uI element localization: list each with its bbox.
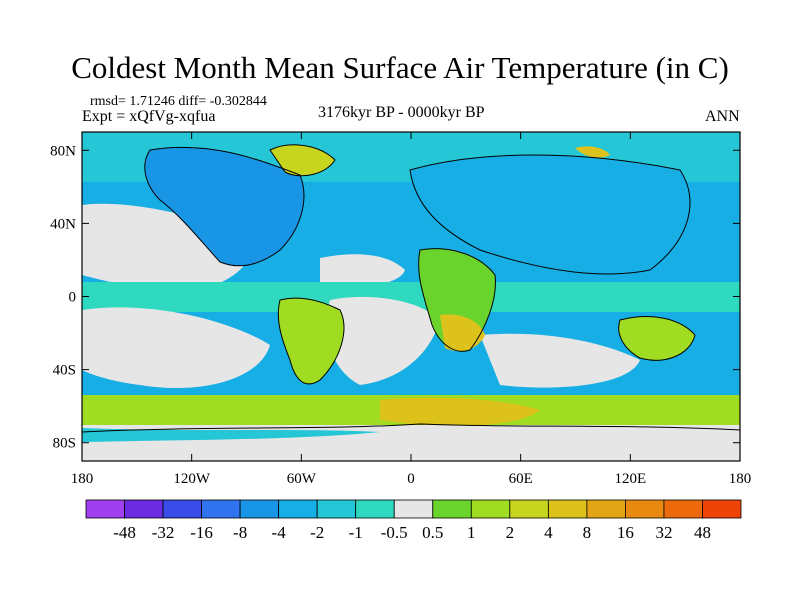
field-southern-warm-patch bbox=[380, 397, 540, 426]
lon-tick-label: 180 bbox=[729, 471, 752, 487]
colorbar-label: 2 bbox=[506, 523, 515, 542]
colorbar-swatch bbox=[625, 499, 665, 519]
colorbar-swatch bbox=[432, 499, 472, 519]
colorbar-label: -4 bbox=[272, 523, 287, 542]
stats-text: rmsd= 1.71246 diff= -0.302844 bbox=[90, 94, 267, 109]
field-siberia-warm bbox=[575, 146, 610, 158]
field-south-america bbox=[278, 298, 344, 384]
field-atlantic-neutral bbox=[320, 254, 405, 287]
lon-tick-label: 120W bbox=[173, 471, 211, 487]
colorbar-label: 48 bbox=[694, 523, 711, 542]
coastlines bbox=[82, 144, 740, 433]
colorbar-label: 16 bbox=[617, 523, 634, 542]
period-label: 3176kyr BP - 0000kyr BP bbox=[318, 104, 485, 121]
colorbar-swatch bbox=[201, 499, 241, 519]
lon-tick-label: 60W bbox=[287, 471, 317, 487]
colorbar-swatch bbox=[702, 499, 742, 519]
colorbar-label: -2 bbox=[310, 523, 324, 542]
latitude-axis: 80N 40N 0 40S 80S bbox=[50, 143, 740, 452]
temperature-field bbox=[82, 132, 740, 461]
colorbar-label: -8 bbox=[233, 523, 247, 542]
colorbar-label: 0.5 bbox=[422, 523, 443, 542]
colorbar-label: -1 bbox=[349, 523, 363, 542]
lon-tick-label: 120E bbox=[614, 471, 646, 487]
colorbar: -48 -32 -16 -8 -4 -2 -1 -0.5 0.5 1 2 4 8 16 32 48 bbox=[85, 499, 742, 542]
colorbar-swatch bbox=[85, 499, 125, 519]
lon-tick-label: 60E bbox=[509, 471, 533, 487]
lat-tick-label: 80S bbox=[53, 436, 76, 452]
colorbar-label: 32 bbox=[655, 523, 672, 542]
colorbar-swatch bbox=[470, 499, 511, 519]
colorbar-swatch bbox=[663, 499, 703, 519]
colorbar-swatch bbox=[162, 499, 202, 519]
colorbar-swatch bbox=[278, 499, 318, 519]
colorbar-label: 8 bbox=[583, 523, 592, 542]
lat-tick-label: 40N bbox=[50, 216, 76, 232]
colorbar-swatch bbox=[316, 499, 357, 519]
colorbar-label: -0.5 bbox=[381, 523, 408, 542]
colorbar-label: -48 bbox=[113, 523, 136, 542]
field-australia bbox=[618, 316, 695, 361]
field-south-atlantic-neutral bbox=[326, 296, 440, 385]
field-south-africa-warm bbox=[440, 314, 485, 352]
colorbar-swatch bbox=[124, 499, 164, 519]
colorbar-label: -32 bbox=[152, 523, 175, 542]
lat-tick-label: 0 bbox=[69, 290, 77, 306]
field-eurasia bbox=[410, 155, 690, 274]
colorbar-swatch bbox=[547, 499, 588, 519]
experiment-label: Expt = xQfVg-xqfua bbox=[82, 108, 216, 125]
colorbar-swatch bbox=[355, 499, 395, 519]
field-south-pacific-neutral bbox=[82, 307, 270, 389]
colorbar-swatch bbox=[239, 499, 280, 519]
lon-tick-label: 0 bbox=[407, 471, 415, 487]
colorbar-swatch bbox=[509, 499, 549, 519]
field-north-america bbox=[144, 147, 304, 266]
longitude-axis: 180 120W 60W 0 60E 120E 180 bbox=[71, 132, 752, 487]
colorbar-swatch bbox=[586, 499, 626, 519]
field-greenland-warm bbox=[270, 144, 335, 176]
map-title: Coldest Month Mean Surface Air Temperatu… bbox=[71, 50, 729, 85]
colorbar-label: -16 bbox=[190, 523, 213, 542]
field-indian-neutral bbox=[480, 333, 640, 388]
lat-tick-label: 80N bbox=[50, 143, 76, 159]
season-label: ANN bbox=[705, 108, 740, 125]
field-antarctic-cool bbox=[82, 428, 380, 442]
lon-tick-label: 180 bbox=[71, 471, 94, 487]
colorbar-swatch bbox=[393, 499, 434, 519]
colorbar-label: 1 bbox=[467, 523, 476, 542]
lat-tick-label: 40S bbox=[53, 363, 76, 379]
colorbar-label: 4 bbox=[544, 523, 553, 542]
